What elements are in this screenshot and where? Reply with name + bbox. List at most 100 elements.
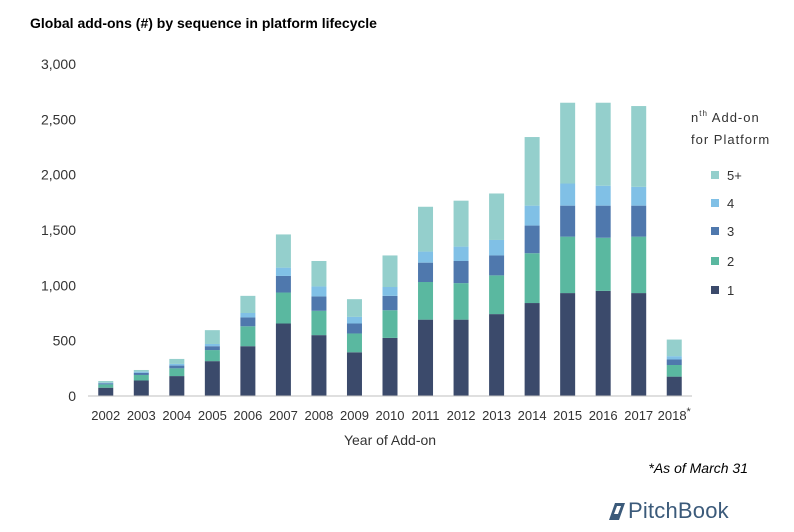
x-tick-label: 2005: [198, 408, 227, 423]
bar-stack-2013: [489, 193, 505, 396]
bar-stack-2018: [666, 339, 682, 396]
bar-stack-2002: [98, 381, 114, 396]
bar-segment-2016-5plus: [595, 102, 611, 186]
y-tick-label: 2,000: [41, 167, 76, 183]
legend-label-2: 2: [727, 254, 734, 269]
bar-segment-2018-3: [666, 359, 682, 366]
bar-segment-2007-3: [275, 275, 291, 293]
legend-label-5plus: 5+: [727, 168, 742, 183]
bar-stack-2011: [418, 206, 434, 396]
x-tick-label: 2007: [269, 408, 298, 423]
bar-segment-2007-4: [275, 267, 291, 276]
bar-segment-2011-3: [418, 262, 434, 283]
bar-segment-2009-3: [346, 323, 362, 334]
bar-segment-2005-5plus: [204, 330, 220, 344]
bar-segment-2007-5plus: [275, 234, 291, 268]
bar-segment-2008-4: [311, 286, 327, 297]
bar-segment-2003-4: [133, 371, 149, 373]
bar-segment-2007-1: [275, 323, 291, 396]
bar-segment-2013-4: [489, 239, 505, 256]
x-tick-label: 2009: [340, 408, 369, 423]
legend-label-1: 1: [727, 283, 734, 298]
legend-swatch-3: [711, 227, 719, 235]
bar-segment-2014-2: [524, 253, 540, 304]
y-tick-label: 1,000: [41, 277, 76, 293]
legend-swatch-4: [711, 199, 719, 207]
bar-stack-2005: [204, 330, 220, 396]
x-tick-label: 2010: [376, 408, 405, 423]
bar-segment-2018-5plus: [666, 339, 682, 357]
bar-segment-2003-3: [133, 372, 149, 375]
bar-segment-2003-5plus: [133, 369, 149, 372]
x-tick-label: 2004: [162, 408, 191, 423]
bar-stack-2015: [560, 102, 576, 396]
y-tick-label: 0: [68, 388, 76, 404]
x-tick-label: 2012: [447, 408, 476, 423]
bar-segment-2016-3: [595, 205, 611, 238]
x-tick-label: 2014: [518, 408, 547, 423]
x-tick-label: 2015: [553, 408, 582, 423]
bar-segment-2017-2: [631, 236, 647, 294]
bar-segment-2017-4: [631, 186, 647, 206]
bar-segment-2005-1: [204, 361, 220, 396]
legend-items: 5+ 4 3 2 1: [711, 168, 742, 298]
bar-segment-2012-1: [453, 319, 469, 396]
bar-segment-2010-1: [382, 337, 398, 396]
bar-segment-2015-3: [560, 205, 576, 237]
bar-segment-2016-1: [595, 290, 611, 396]
bar-stack-2010: [382, 255, 398, 396]
bar-segment-2013-5plus: [489, 193, 505, 240]
bar-segment-2011-5plus: [418, 206, 434, 252]
legend-label-3: 3: [727, 224, 734, 239]
bar-segment-2006-4: [240, 313, 256, 318]
y-tick-label: 2,500: [41, 111, 76, 127]
bar-segment-2005-4: [204, 343, 220, 347]
bar-segment-2011-1: [418, 319, 434, 396]
bar-segment-2014-1: [524, 303, 540, 396]
bar-stack-2016: [595, 102, 611, 396]
bar-segment-2012-5plus: [453, 200, 469, 247]
bar-segment-2002-2: [98, 384, 114, 388]
legend-title-line2: for Platform: [691, 132, 770, 147]
legend-title-line1: nth Add-on: [691, 109, 760, 125]
bar-segment-2012-2: [453, 283, 469, 320]
bar-segment-2009-4: [346, 316, 362, 324]
bar-segment-2017-3: [631, 205, 647, 237]
bar-segment-2005-2: [204, 350, 220, 362]
brand-name: PitchBook: [628, 498, 729, 523]
x-tick-label: 2017: [624, 408, 653, 423]
bar-segment-2014-4: [524, 205, 540, 226]
bar-stack-2004: [169, 358, 185, 396]
bar-segment-2015-5plus: [560, 102, 576, 184]
bar-segment-2016-4: [595, 185, 611, 206]
bar-stack-2003: [133, 369, 149, 396]
bar-segment-2011-4: [418, 251, 434, 263]
bar-segment-2009-1: [346, 352, 362, 396]
pitchbook-logo-icon: [609, 503, 625, 520]
bar-segment-2010-4: [382, 286, 398, 296]
bar-segment-2007-2: [275, 292, 291, 324]
bar-stack-2009: [346, 299, 362, 396]
bar-segment-2006-3: [240, 317, 256, 327]
bar-segment-2006-5plus: [240, 295, 256, 313]
bar-segment-2009-5plus: [346, 299, 362, 317]
footnote: *As of March 31: [648, 460, 748, 476]
bar-segment-2002-4: [98, 382, 114, 384]
bar-segment-2017-1: [631, 293, 647, 396]
bar-segment-2018-2: [666, 365, 682, 377]
bar-segment-2002-5plus: [98, 381, 114, 383]
bar-segment-2003-1: [133, 380, 149, 396]
legend-swatch-2: [711, 257, 719, 265]
bar-segment-2005-3: [204, 346, 220, 351]
bar-segment-2010-3: [382, 295, 398, 311]
bar-segment-2003-2: [133, 374, 149, 381]
x-axis-label: Year of Add-on: [344, 432, 436, 448]
bar-stack-2017: [631, 106, 647, 396]
x-tick-label: 2008: [304, 408, 333, 423]
bar-segment-2008-2: [311, 310, 327, 336]
bar-segment-2013-2: [489, 275, 505, 315]
bar-segment-2004-2: [169, 368, 185, 377]
chart-title: Global add-ons (#) by sequence in platfo…: [30, 15, 377, 31]
bar-segment-2002-1: [98, 387, 114, 396]
bar-segment-2004-5plus: [169, 358, 185, 364]
